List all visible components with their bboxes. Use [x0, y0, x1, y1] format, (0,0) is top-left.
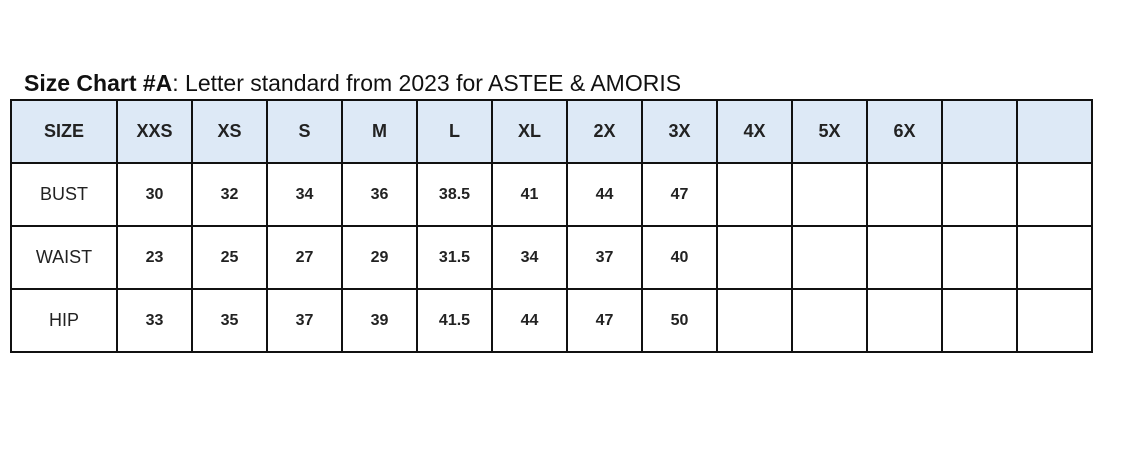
measurement-cell — [791, 225, 868, 290]
measurement-cell: 41 — [491, 162, 568, 227]
measurement-cell: 34 — [266, 162, 343, 227]
measurement-cell — [716, 225, 793, 290]
measurement-cell: 27 — [266, 225, 343, 290]
table-row: HIP 33 35 37 39 41.5 44 47 50 — [10, 288, 1093, 353]
measurement-cell: 50 — [641, 288, 718, 353]
measurement-cell — [941, 162, 1018, 227]
measurement-cell: 33 — [116, 288, 193, 353]
row-label: HIP — [10, 288, 118, 353]
measurement-cell — [791, 288, 868, 353]
chart-title: Size Chart #A: Letter standard from 2023… — [24, 70, 681, 97]
header-cell: 6X — [866, 99, 943, 164]
header-row: SIZE XXS XS S M L XL 2X 3X 4X 5X 6X — [10, 99, 1093, 164]
measurement-cell: 25 — [191, 225, 268, 290]
measurement-cell — [1016, 225, 1093, 290]
header-cell: 3X — [641, 99, 718, 164]
measurement-cell — [941, 288, 1018, 353]
measurement-cell — [866, 288, 943, 353]
measurement-cell: 40 — [641, 225, 718, 290]
header-cell — [941, 99, 1018, 164]
measurement-cell: 35 — [191, 288, 268, 353]
measurement-cell — [716, 162, 793, 227]
measurement-cell: 30 — [116, 162, 193, 227]
measurement-cell: 39 — [341, 288, 418, 353]
chart-title-bold: Size Chart #A — [24, 70, 173, 96]
table-row: BUST 30 32 34 36 38.5 41 44 47 — [10, 162, 1093, 227]
header-cell: XL — [491, 99, 568, 164]
header-cell: 2X — [566, 99, 643, 164]
measurement-cell — [941, 225, 1018, 290]
header-cell: 5X — [791, 99, 868, 164]
header-cell: XXS — [116, 99, 193, 164]
measurement-cell: 37 — [566, 225, 643, 290]
measurement-cell: 47 — [566, 288, 643, 353]
measurement-cell — [1016, 162, 1093, 227]
header-cell: 4X — [716, 99, 793, 164]
measurement-cell: 34 — [491, 225, 568, 290]
measurement-cell: 44 — [566, 162, 643, 227]
measurement-cell: 44 — [491, 288, 568, 353]
measurement-cell — [1016, 288, 1093, 353]
header-cell: L — [416, 99, 493, 164]
header-cell — [1016, 99, 1093, 164]
measurement-cell: 41.5 — [416, 288, 493, 353]
row-label: BUST — [10, 162, 118, 227]
measurement-cell: 29 — [341, 225, 418, 290]
measurement-cell — [791, 162, 868, 227]
header-cell: XS — [191, 99, 268, 164]
table-row: WAIST 23 25 27 29 31.5 34 37 40 — [10, 225, 1093, 290]
measurement-cell: 32 — [191, 162, 268, 227]
header-cell: SIZE — [10, 99, 118, 164]
measurement-cell: 23 — [116, 225, 193, 290]
header-cell: M — [341, 99, 418, 164]
measurement-cell: 36 — [341, 162, 418, 227]
size-chart-table: SIZE XXS XS S M L XL 2X 3X 4X 5X 6X BUST 30 32 34 36 38.5… — [10, 99, 1093, 353]
row-label: WAIST — [10, 225, 118, 290]
measurement-cell — [866, 225, 943, 290]
chart-title-rest: : Letter standard from 2023 for ASTEE & … — [172, 70, 682, 96]
measurement-cell: 31.5 — [416, 225, 493, 290]
header-cell: S — [266, 99, 343, 164]
measurement-cell: 47 — [641, 162, 718, 227]
measurement-cell: 38.5 — [416, 162, 493, 227]
measurement-cell — [866, 162, 943, 227]
measurement-cell: 37 — [266, 288, 343, 353]
measurement-cell — [716, 288, 793, 353]
